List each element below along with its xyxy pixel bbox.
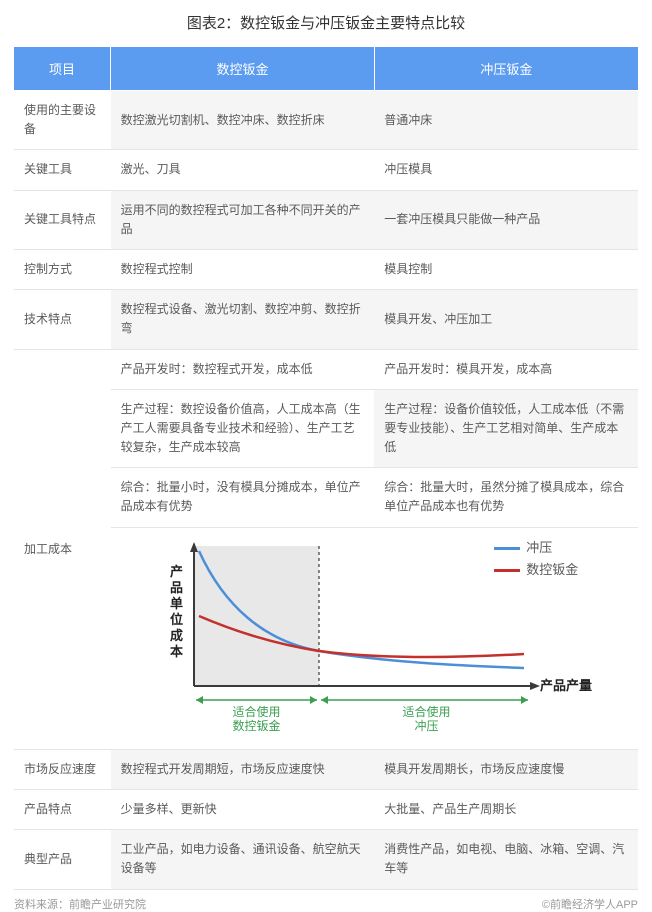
cell: 数控程式设备、激光切割、数控冲剪、数控折弯 xyxy=(111,290,375,349)
row-label: 产品特点 xyxy=(14,790,111,830)
chart-title: 图表2：数控钣金与冲压钣金主要特点比较 xyxy=(14,12,638,33)
row-label: 典型产品 xyxy=(14,830,111,889)
svg-text:数控钣金: 数控钣金 xyxy=(233,718,281,733)
cell: 产品开发时：模具开发，成本高 xyxy=(374,349,638,389)
svg-text:成: 成 xyxy=(170,628,183,643)
cell: 冲压模具 xyxy=(374,150,638,190)
cell: 少量多样、更新快 xyxy=(111,790,375,830)
cost-chart: 冲压 数控钣金 产品单位成本产品产量适合使用数控钣金适合使用冲压 xyxy=(144,536,604,747)
source-label: 资料来源：前瞻产业研究院 xyxy=(14,896,146,912)
row-label: 关键工具 xyxy=(14,150,111,190)
th-stamp: 冲压钣金 xyxy=(374,47,638,91)
copyright-label: ©前瞻经济学人APP xyxy=(542,896,638,912)
legend-label-stamp: 冲压 xyxy=(526,538,552,559)
svg-text:适合使用: 适合使用 xyxy=(403,704,451,719)
row-label: 使用的主要设备 xyxy=(14,91,111,150)
cell: 激光、刀具 xyxy=(111,150,375,190)
svg-text:冲压: 冲压 xyxy=(415,718,439,733)
row-label: 技术特点 xyxy=(14,290,111,349)
cell: 生产过程：数控设备价值高，人工成本高（生产工人需要具备专业技术和经验）、生产工艺… xyxy=(111,389,375,468)
row-label: 控制方式 xyxy=(14,249,111,289)
cell: 普通冲床 xyxy=(374,91,638,150)
svg-text:产: 产 xyxy=(170,564,183,579)
legend-swatch-cnc xyxy=(494,569,520,572)
svg-text:产品产量: 产品产量 xyxy=(540,678,592,693)
svg-text:适合使用: 适合使用 xyxy=(233,704,281,719)
cost-chart-cell: 冲压 数控钣金 产品单位成本产品产量适合使用数控钣金适合使用冲压 xyxy=(111,527,638,749)
th-item: 项目 xyxy=(14,47,111,91)
comparison-table: 项目 数控钣金 冲压钣金 使用的主要设备 数控激光切割机、数控冲床、数控折床 普… xyxy=(14,47,638,890)
th-cnc: 数控钣金 xyxy=(111,47,375,91)
cell: 生产过程：设备价值较低，人工成本低（不需要专业技能）、生产工艺相对简单、生产成本… xyxy=(374,389,638,468)
cell: 数控程式开发周期短，市场反应速度快 xyxy=(111,749,375,789)
cell: 模具控制 xyxy=(374,249,638,289)
chart-legend: 冲压 数控钣金 xyxy=(494,538,578,584)
row-label: 市场反应速度 xyxy=(14,749,111,789)
footer: 资料来源：前瞻产业研究院 ©前瞻经济学人APP xyxy=(0,890,652,912)
row-label: 关键工具特点 xyxy=(14,190,111,249)
svg-text:品: 品 xyxy=(170,580,183,595)
cell: 模具开发周期长，市场反应速度慢 xyxy=(374,749,638,789)
cell: 大批量、产品生产周期长 xyxy=(374,790,638,830)
cell: 一套冲压模具只能做一种产品 xyxy=(374,190,638,249)
svg-text:位: 位 xyxy=(170,612,183,627)
svg-text:单: 单 xyxy=(170,596,183,611)
cell: 运用不同的数控程式可加工各种不同开关的产品 xyxy=(111,190,375,249)
legend-swatch-stamp xyxy=(494,547,520,550)
cell: 模具开发、冲压加工 xyxy=(374,290,638,349)
cell: 工业产品，如电力设备、通讯设备、航空航天设备等 xyxy=(111,830,375,889)
cell: 消费性产品，如电视、电脑、冰箱、空调、汽车等 xyxy=(374,830,638,889)
svg-text:本: 本 xyxy=(170,644,183,659)
row-label-cost: 加工成本 xyxy=(14,349,111,749)
cell: 数控程式控制 xyxy=(111,249,375,289)
cell: 数控激光切割机、数控冲床、数控折床 xyxy=(111,91,375,150)
cell: 综合：批量大时，虽然分摊了模具成本，综合单位产品成本也有优势 xyxy=(374,468,638,527)
cell: 产品开发时：数控程式开发，成本低 xyxy=(111,349,375,389)
cell: 综合：批量小时，没有模具分摊成本，单位产品成本有优势 xyxy=(111,468,375,527)
legend-label-cnc: 数控钣金 xyxy=(526,560,578,581)
